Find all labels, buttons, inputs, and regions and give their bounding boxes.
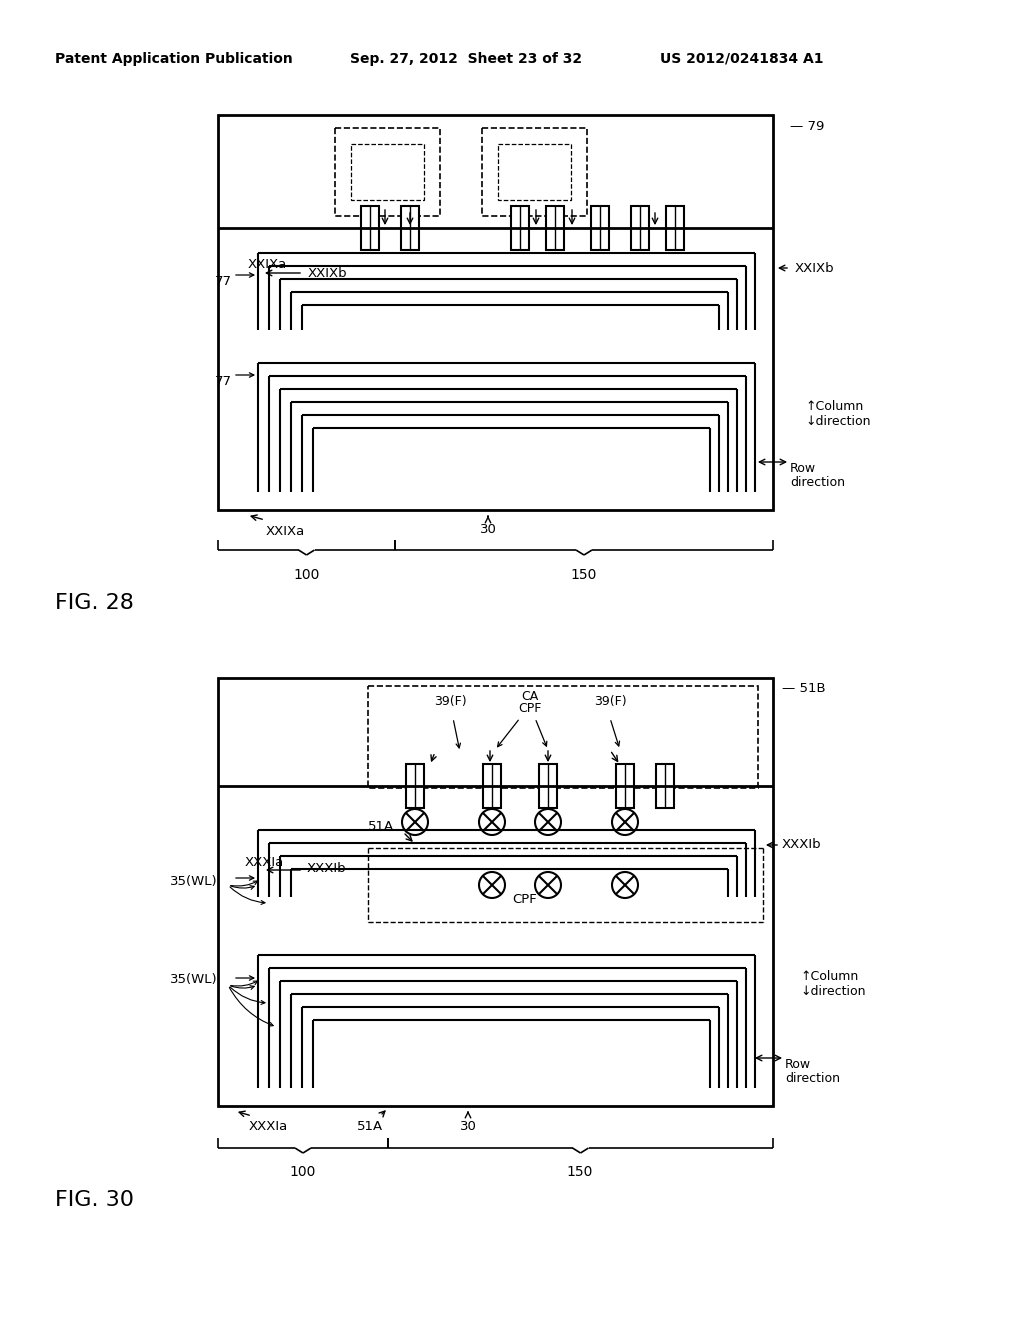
Text: XXIXb: XXIXb [795,261,835,275]
Text: 77: 77 [215,375,232,388]
Bar [483,764,501,808]
Bar [218,115,773,510]
Text: ↓direction: ↓direction [800,985,865,998]
Text: 39(F): 39(F) [434,696,466,708]
Text: direction: direction [785,1072,840,1085]
Text: XXXIb: XXXIb [782,838,821,851]
Bar [546,206,564,249]
Text: XXXIa: XXXIa [245,855,285,869]
Bar [406,764,424,808]
Text: 77: 77 [215,275,232,288]
Text: Row: Row [785,1059,811,1071]
Text: CA: CA [521,690,539,704]
Text: XXIXb: XXIXb [308,267,347,280]
Text: 35(WL): 35(WL) [170,875,218,888]
Text: 39(F): 39(F) [594,696,627,708]
Text: 150: 150 [567,1166,593,1179]
Text: XXIXa: XXIXa [248,257,288,271]
Text: 100: 100 [294,568,321,582]
Text: ↑Column: ↑Column [800,970,858,983]
Text: 35(WL): 35(WL) [170,973,218,986]
Bar [361,206,379,249]
Bar [511,206,529,249]
Text: 51A: 51A [357,1119,383,1133]
Text: FIG. 28: FIG. 28 [55,593,134,612]
Bar [351,144,424,201]
Bar [666,206,684,249]
Text: Row: Row [790,462,816,475]
Text: XXXIb: XXXIb [307,862,347,875]
Bar [335,128,440,216]
Text: Patent Application Publication: Patent Application Publication [55,51,293,66]
Text: ↑Column: ↑Column [805,400,863,413]
Text: US 2012/0241834 A1: US 2012/0241834 A1 [660,51,823,66]
Text: XXIXa: XXIXa [265,525,304,539]
Text: CPF: CPF [513,894,538,906]
Text: — 79: — 79 [790,120,824,133]
Text: 51A: 51A [368,820,394,833]
Bar [591,206,609,249]
Text: direction: direction [790,477,845,488]
Text: Sep. 27, 2012  Sheet 23 of 32: Sep. 27, 2012 Sheet 23 of 32 [350,51,582,66]
Bar [631,206,649,249]
Bar [218,678,773,1106]
Bar [482,128,587,216]
Text: XXXIa: XXXIa [249,1119,288,1133]
Bar [498,144,571,201]
Text: FIG. 30: FIG. 30 [55,1191,134,1210]
Text: 100: 100 [290,1166,316,1179]
Text: — 51B: — 51B [782,682,825,696]
Text: 150: 150 [570,568,597,582]
Text: 30: 30 [460,1119,476,1133]
Bar [616,764,634,808]
Bar [401,206,419,249]
Bar [656,764,674,808]
Text: CPF: CPF [518,702,542,715]
Text: ↓direction: ↓direction [805,414,870,428]
Text: 30: 30 [479,523,497,536]
Bar [539,764,557,808]
Bar [368,686,758,788]
